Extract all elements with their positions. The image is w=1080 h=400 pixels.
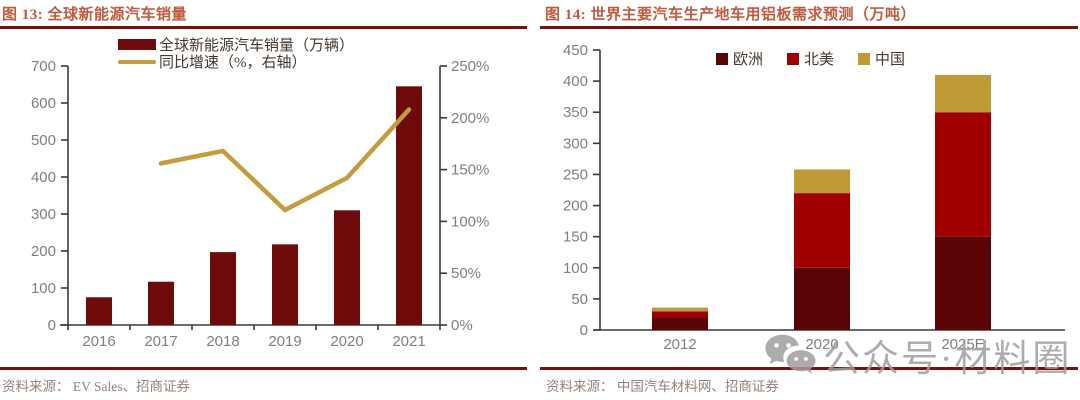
x-axis-label: 2012	[663, 336, 696, 353]
left-axis-tick: 700	[31, 58, 56, 75]
legend-item-growth: 同比增速（%，右轴）	[118, 53, 354, 71]
stack-中国-2020	[794, 169, 850, 194]
left-axis-tick: 100	[31, 280, 56, 297]
y-axis-tick: 250	[563, 166, 588, 183]
legend-item-europe: 欧洲	[716, 48, 763, 69]
right-chart-legend: 欧洲 北美 中国	[716, 48, 905, 69]
left-footer-rule	[0, 367, 527, 370]
right-chart-source: 资料来源： 中国汽车材料网、招商证券	[546, 379, 779, 394]
y-axis-tick: 400	[563, 73, 588, 90]
right-axis-tick: 150%	[451, 162, 489, 179]
right-axis-tick: 0%	[451, 317, 473, 334]
stack-欧洲-2020	[794, 267, 850, 330]
sales-bar-2020	[334, 210, 360, 325]
x-axis-label: 2016	[82, 333, 115, 350]
right-axis-tick: 100%	[451, 213, 489, 230]
right-axis-tick: 200%	[451, 110, 489, 127]
legend-item-china: 中国	[858, 48, 905, 69]
legend-label-growth: 同比增速（%，右轴）	[159, 55, 307, 71]
y-axis-tick: 450	[563, 42, 588, 59]
legend-label-china: 中国	[875, 52, 906, 68]
wechat-icon	[765, 334, 816, 373]
growth-line	[158, 107, 412, 213]
x-axis-label: 2021	[392, 333, 425, 350]
legend-label-northamerica: 北美	[804, 52, 835, 68]
left-title-rule	[0, 26, 527, 29]
europe-swatch	[716, 52, 728, 65]
sales-bar-2019	[272, 244, 298, 325]
y-axis-tick: 100	[563, 260, 588, 277]
y-axis-tick: 350	[563, 104, 588, 121]
sales-bar-2018	[210, 252, 236, 325]
x-axis-label: 2025E	[941, 336, 984, 353]
left-axis-tick: 300	[31, 206, 56, 223]
legend-label-sales: 全球新能源汽车销量（万辆）	[159, 38, 355, 54]
line-series-swatch	[118, 59, 156, 64]
watermark: 公众号·材料圈	[764, 328, 1071, 382]
x-axis-label: 2019	[268, 333, 301, 350]
x-axis-label: 2020	[805, 336, 838, 353]
legend-item-sales: 全球新能源汽车销量（万辆）	[118, 36, 355, 54]
y-axis-tick: 50	[571, 291, 588, 308]
left-axis-tick: 500	[31, 132, 56, 149]
stack-欧洲-2025E	[935, 236, 991, 330]
watermark-text: 公众号·材料圈	[823, 339, 1072, 380]
left-axis-tick: 400	[31, 169, 56, 186]
stack-中国-2025E	[935, 74, 991, 113]
right-title-rule	[540, 26, 1078, 29]
stack-欧洲-2012	[652, 317, 708, 330]
right-axis-tick: 250%	[451, 58, 489, 75]
left-axis-tick: 600	[31, 95, 56, 112]
x-axis-label: 2017	[144, 333, 177, 350]
sales-bar-2016	[86, 297, 112, 325]
legend-item-northamerica: 北美	[787, 48, 834, 69]
stack-中国-2012	[652, 307, 708, 312]
x-axis-label: 2018	[206, 333, 239, 350]
left-chart-legend: 全球新能源汽车销量（万辆） 同比增速（%，右轴）	[118, 36, 355, 71]
y-axis-tick: 150	[563, 229, 588, 246]
x-axis-label: 2020	[330, 333, 363, 350]
left-axis-tick: 200	[31, 243, 56, 260]
stack-北美-2025E	[935, 112, 991, 237]
left-axis-tick: 0	[48, 317, 56, 334]
y-axis-tick: 200	[563, 198, 588, 215]
right-chart-title: 图 14: 世界主要汽车生产地车用铝板需求预测（万吨）	[545, 7, 916, 23]
legend-label-europe: 欧洲	[733, 52, 764, 68]
left-chart-plot: 0 100 200 300 400 500 600 700 0% 50% 100% 150% 200% 2…	[31, 58, 489, 350]
northamerica-swatch	[787, 52, 800, 65]
sales-bar-2017	[148, 281, 174, 325]
left-chart-title: 图 13: 全球新能源汽车销量	[2, 7, 187, 23]
left-chart-source: 资料来源： EV Sales、招商证券	[2, 379, 190, 394]
bar-series-swatch	[118, 39, 156, 50]
y-axis-tick: 300	[563, 135, 588, 152]
right-axis-tick: 50%	[451, 265, 481, 282]
stack-北美-2012	[652, 311, 708, 318]
stack-北美-2020	[794, 193, 850, 268]
china-swatch	[858, 52, 871, 65]
y-axis-tick: 0	[580, 322, 588, 339]
sales-bar-2021	[396, 86, 422, 325]
right-chart-plot: 0 50 100 150 200 250 300 350 400 450 2012 2020 2025E	[563, 42, 1065, 353]
